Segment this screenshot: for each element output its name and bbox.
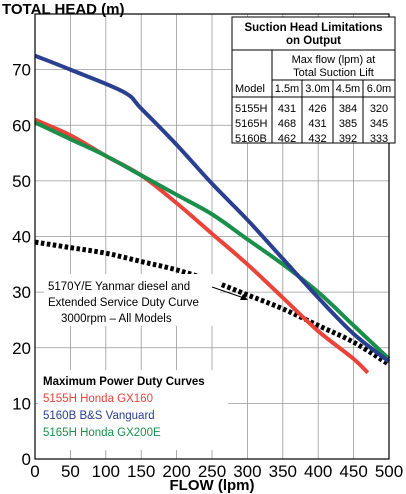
table-cell-r2-c2: 468 (278, 118, 296, 130)
table-cell-r3-c1: 5160B (235, 133, 267, 145)
annotation-line-1: 5170Y/E Yanmar diesel and (48, 281, 190, 293)
x-tick-label-500: 500 (375, 462, 403, 481)
table-cell-r3-c5: 333 (370, 133, 388, 145)
table-header-1: Model (235, 83, 265, 95)
legend-items: 5155H Honda GX160 5160B B&S Vanguard 5165H… (43, 393, 161, 439)
table-cell-r2-c5: 345 (370, 118, 388, 130)
series-line-5160b-b-s-vanguard (34, 53, 391, 364)
diesel-curve-annotation: 5170Y/E Yanmar diesel and Extended Servic… (44, 274, 248, 326)
x-axis-title: FLOW (lpm) (170, 477, 255, 494)
table-title-line-1: Suction Head Limitations (244, 22, 382, 34)
y-tick-label-10: 10 (12, 394, 31, 413)
series-line-5165h-honda-gx200e (34, 120, 391, 361)
table-cell-r1-c5: 320 (370, 103, 388, 115)
y-axis-ticks: 0 10 20 30 40 50 60 70 (12, 61, 31, 469)
y-tick-label-0: 0 (22, 450, 31, 469)
table-cell-r2-c1: 5165H (235, 118, 267, 130)
y-tick-label-20: 20 (12, 339, 31, 358)
x-tick-label-300: 300 (233, 462, 261, 481)
table-header-5: 6.0m (367, 83, 391, 95)
y-tick-label-30: 30 (12, 283, 31, 302)
legend-title: Maximum Power Duty Curves (43, 376, 205, 388)
table-cell-r1-c1: 5155H (235, 103, 267, 115)
table-header-4: 4.5m (336, 83, 360, 95)
table-cell-r1-c3: 426 (308, 103, 326, 115)
table-cell-r3-c3: 432 (308, 133, 326, 145)
table-subheader-line-2: Total Suction Lift (293, 67, 374, 79)
y-tick-label-60: 60 (12, 116, 31, 135)
x-tick-label-150: 150 (127, 462, 155, 481)
y-tick-label-40: 40 (12, 228, 31, 247)
legend-item-3: 5165H Honda GX200E (43, 427, 161, 439)
table-title-line-2: on Output (286, 35, 341, 47)
plot-frame (34, 13, 390, 460)
annotation-background (44, 274, 220, 326)
legend-background (38, 370, 228, 450)
annotation-leader-line (211, 286, 245, 299)
x-tick-label-400: 400 (304, 462, 332, 481)
table-cell-r3-c2: 462 (278, 133, 296, 145)
y-axis-title: TOTAL HEAD (m) (2, 1, 125, 18)
x-tick-label-450: 450 (339, 462, 367, 481)
table-cell-r1-c2: 431 (278, 103, 296, 115)
x-tick-label-350: 350 (269, 462, 297, 481)
x-tick-label-0: 0 (30, 462, 39, 481)
x-tick-label-250: 250 (198, 462, 226, 481)
legend-item-2: 5160B B&S Vanguard (43, 410, 155, 422)
table-cell-r2-c3: 431 (308, 118, 326, 130)
x-tick-label-50: 50 (61, 462, 80, 481)
annotation-line-3: 3000rpm – All Models (61, 313, 172, 325)
y-tick-label-50: 50 (12, 172, 31, 191)
table-cell-r2-c4: 385 (339, 118, 357, 130)
annotation-arrowhead (240, 294, 248, 300)
table-cell-r1-c4: 384 (339, 103, 357, 115)
y-tick-label-70: 70 (12, 61, 31, 80)
table-subheader-line-1: Max flow (lpm) at (292, 54, 376, 66)
annotation-line-2: Extended Service Duty Curve (48, 297, 199, 309)
x-axis-ticks: 0 50 100 150 200 250 300 350 400 450 500 (30, 462, 403, 481)
table-cell-r3-c4: 392 (339, 133, 357, 145)
legend-item-1: 5155H Honda GX160 (43, 393, 153, 405)
table-header-3: 3.0m (305, 83, 329, 95)
x-tick-label-200: 200 (162, 462, 190, 481)
table-header-2: 1.5m (275, 83, 299, 95)
x-tick-label-100: 100 (92, 462, 120, 481)
